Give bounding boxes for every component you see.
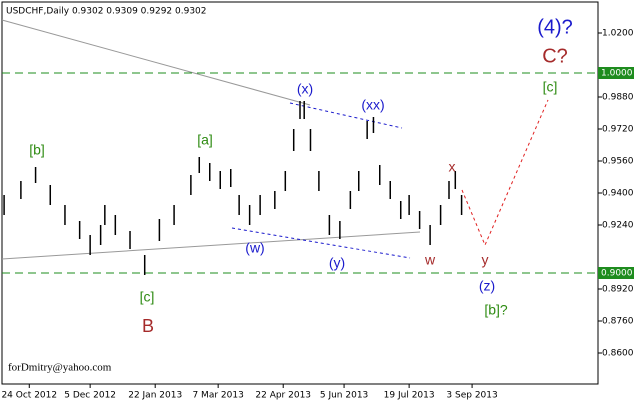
y-tick-label: 0.8920 <box>602 285 634 295</box>
y-tick-label: 0.8600 <box>602 349 634 359</box>
level-label: 1.0000 <box>601 69 633 79</box>
x-tick-label: 3 Sep 2013 <box>446 391 497 401</box>
wave-label: (y) <box>329 255 345 271</box>
y-tick-label: 0.9240 <box>602 221 634 231</box>
x-tick-label: 19 Jul 2013 <box>384 391 435 401</box>
x-tick-label: 22 Jan 2013 <box>128 391 182 401</box>
wave-label: y <box>482 252 489 268</box>
y-tick-label: 0.9720 <box>602 125 634 135</box>
wave-label: (xx) <box>361 97 384 113</box>
x-tick-label: 22 Apr 2013 <box>255 391 311 401</box>
wave-label: [c] <box>543 79 558 95</box>
projection <box>461 99 549 247</box>
trend-line <box>1 19 311 106</box>
y-tick-label: 0.9560 <box>602 157 634 167</box>
y-tick-label: 0.8760 <box>602 317 634 327</box>
wave-label: [b]? <box>484 302 508 318</box>
wave-label: (4)? <box>537 16 573 38</box>
x-tick-label: 5 Dec 2012 <box>64 391 116 401</box>
level-box <box>598 67 634 79</box>
y-tick-label: 0.9880 <box>602 93 634 103</box>
footer: forDmitry@yahoo.com <box>8 362 112 374</box>
wave-label: (z) <box>479 278 495 294</box>
wave-label: x <box>449 159 456 175</box>
wave-label: C? <box>542 45 568 67</box>
wave-label: [c] <box>140 289 155 305</box>
header: USDCHF,Daily 0.9302 0.9309 0.9292 0.9302 <box>6 7 207 17</box>
level-label: 0.9000 <box>601 269 633 279</box>
trend-line <box>1 231 421 260</box>
y-tick-label: 0.9400 <box>602 189 634 199</box>
wave-label: (w) <box>245 240 264 256</box>
channel-line <box>289 102 403 129</box>
wave-label: B <box>142 316 154 336</box>
wave-label: (x) <box>297 81 313 97</box>
x-tick-label: 24 Oct 2012 <box>1 391 57 401</box>
plot-frame <box>1 1 599 385</box>
wave-label: w <box>424 252 436 268</box>
channel-line <box>231 227 411 259</box>
wave-label: [a] <box>197 132 213 148</box>
x-tick-label: 5 Jun 2013 <box>320 391 368 401</box>
wave-label: [b] <box>29 142 45 158</box>
y-tick-label: 1.0200 <box>602 29 634 39</box>
x-tick-label: 7 Mar 2013 <box>192 391 243 401</box>
level-box <box>598 267 634 279</box>
